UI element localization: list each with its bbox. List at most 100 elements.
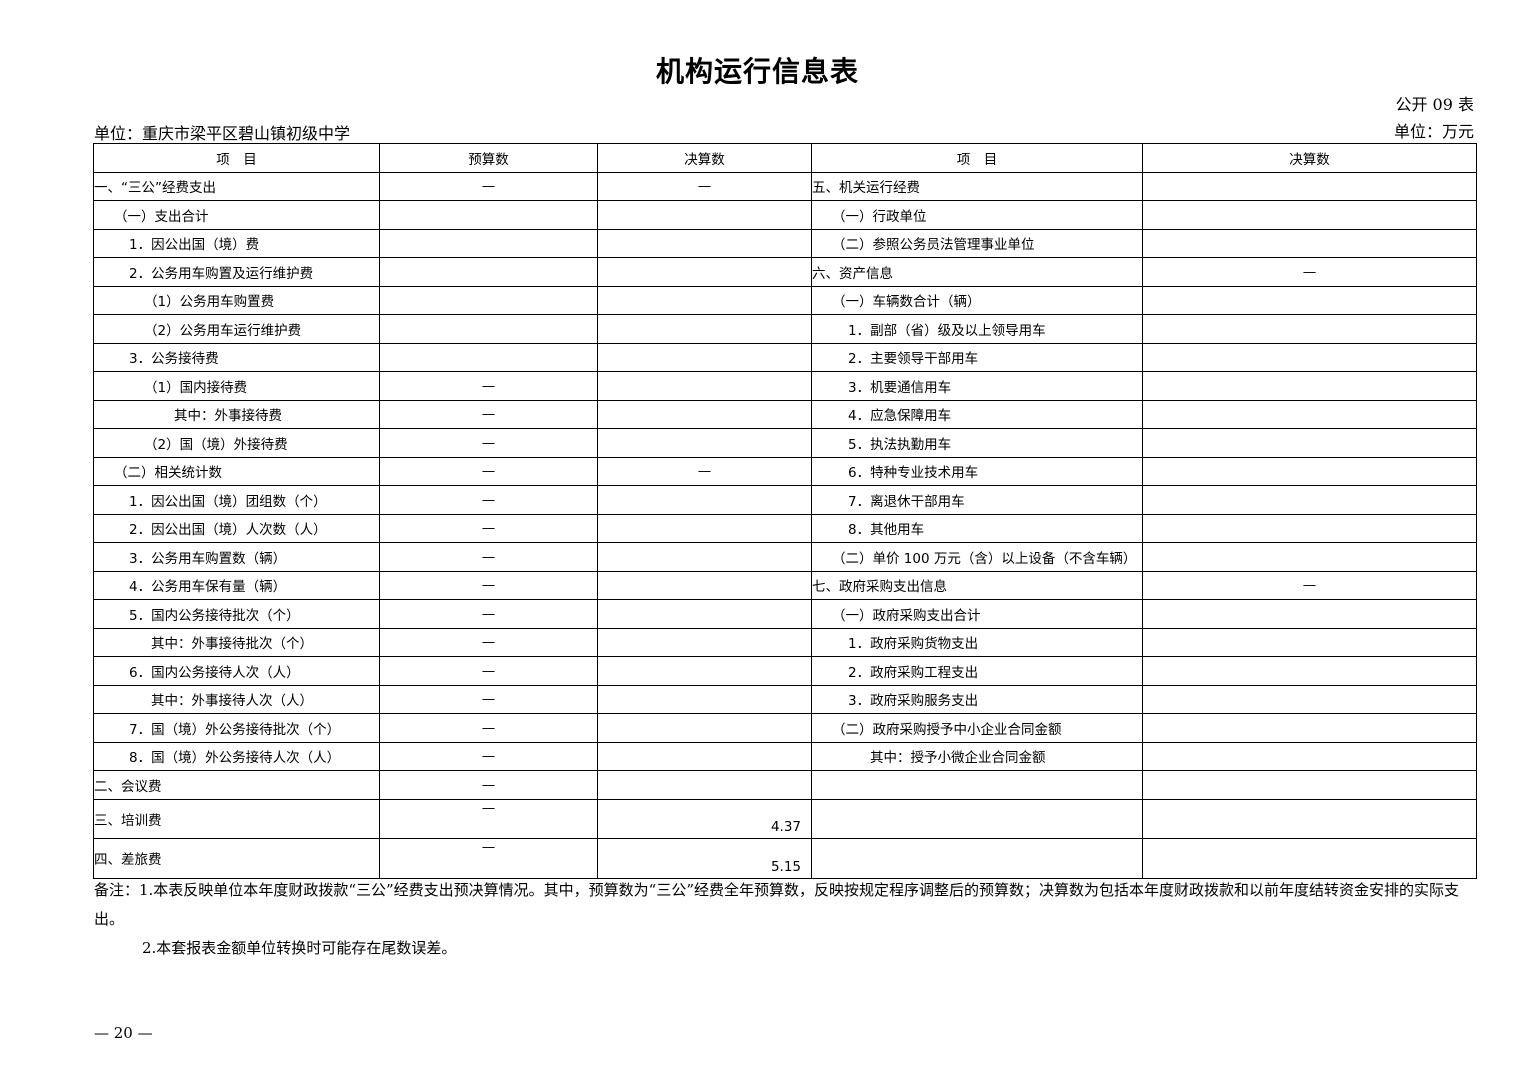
final-value xyxy=(597,399,812,429)
final-value xyxy=(1142,627,1477,657)
item-label: （2）国（境）外接待费 xyxy=(93,428,380,458)
empty-cell xyxy=(811,838,1143,879)
budget-value: — xyxy=(379,798,598,839)
table-row: 3．公务用车购置数（辆） — （二）单价 100 万元（含）以上设备（不含车辆） xyxy=(93,542,1477,572)
item-label: 2．主要领导干部用车 xyxy=(811,342,1143,372)
budget-value: — xyxy=(379,456,598,486)
item-label: （一）支出合计 xyxy=(93,200,380,230)
final-value xyxy=(597,684,812,714)
final-value xyxy=(1142,314,1477,344)
item-label: 5．执法执勤用车 xyxy=(811,428,1143,458)
final-value: — xyxy=(597,456,812,486)
item-label: （2）公务用车运行维护费 xyxy=(93,314,380,344)
table-row: 1．因公出国（境）费 （二）参照公务员法管理事业单位 xyxy=(93,228,1477,258)
empty-cell xyxy=(811,770,1143,800)
budget-value: — xyxy=(379,599,598,629)
table-row: 其中：外事接待人次（人） — 3．政府采购服务支出 xyxy=(93,684,1477,714)
final-value xyxy=(1142,713,1477,743)
item-label: 七、政府采购支出信息 xyxy=(811,570,1143,600)
item-label: 7．离退休干部用车 xyxy=(811,485,1143,515)
empty-cell xyxy=(811,798,1143,839)
table-row: （二）相关统计数 — —6．特种专业技术用车 xyxy=(93,456,1477,486)
final-value xyxy=(1142,399,1477,429)
final-value xyxy=(597,599,812,629)
item-label: 3．公务接待费 xyxy=(93,342,380,372)
table-row: 2．因公出国（境）人次数（人） — 8．其他用车 xyxy=(93,513,1477,543)
item-label: （二）政府采购授予中小企业合同金额 xyxy=(811,713,1143,743)
table-row: （2）公务用车运行维护费 1．副部（省）级及以上领导用车 xyxy=(93,314,1477,344)
budget-value: — xyxy=(379,838,598,879)
final-value: 5.15 xyxy=(597,838,812,879)
item-label: 其中：授予小微企业合同金额 xyxy=(811,741,1143,771)
final-value xyxy=(597,342,812,372)
final-value xyxy=(597,713,812,743)
budget-value xyxy=(379,228,598,258)
budget-value xyxy=(379,200,598,230)
final-value xyxy=(597,656,812,686)
item-label: 3．政府采购服务支出 xyxy=(811,684,1143,714)
final-value xyxy=(597,200,812,230)
table-row: 其中：外事接待批次（个） — 1．政府采购货物支出 xyxy=(93,627,1477,657)
final-value xyxy=(1142,656,1477,686)
final-value xyxy=(597,513,812,543)
final-value xyxy=(1142,741,1477,771)
item-label: 其中：外事接待费 xyxy=(93,399,380,429)
budget-value: — xyxy=(379,741,598,771)
item-label: 四、差旅费 xyxy=(93,838,380,879)
budget-value: — xyxy=(379,627,598,657)
table-row: （一）支出合计 （一）行政单位 xyxy=(93,200,1477,230)
budget-value: — xyxy=(379,542,598,572)
final-value xyxy=(597,741,812,771)
item-label: （二）参照公务员法管理事业单位 xyxy=(811,228,1143,258)
final-value: — xyxy=(597,171,812,201)
item-label: （一）政府采购支出合计 xyxy=(811,599,1143,629)
item-label: 六、资产信息 xyxy=(811,257,1143,287)
table-row: 一、“三公”经费支出 — — 五、机关运行经费 xyxy=(93,171,1477,201)
final-value xyxy=(597,485,812,515)
item-label: 8．其他用车 xyxy=(811,513,1143,543)
final-value xyxy=(1142,228,1477,258)
final-value xyxy=(597,542,812,572)
budget-value xyxy=(379,314,598,344)
header-item-left: 项 目 xyxy=(93,143,380,173)
item-label: （一）行政单位 xyxy=(811,200,1143,230)
item-label: 1．政府采购货物支出 xyxy=(811,627,1143,657)
final-value xyxy=(1142,485,1477,515)
final-value xyxy=(1142,171,1477,201)
table-row: （1）公务用车购置费 （一）车辆数合计（辆） xyxy=(93,285,1477,315)
item-label: （1）公务用车购置费 xyxy=(93,285,380,315)
empty-cell xyxy=(1142,770,1477,800)
final-value xyxy=(1142,542,1477,572)
item-label: （1）国内接待费 xyxy=(93,371,380,401)
budget-value: — xyxy=(379,399,598,429)
note-2: 2.本套报表金额单位转换时可能存在尾数误差。 xyxy=(142,939,457,957)
table-row: 3．公务接待费 2．主要领导干部用车 xyxy=(93,342,1477,372)
budget-value: — xyxy=(379,713,598,743)
item-label: 2．公务用车购置及运行维护费 xyxy=(93,257,380,287)
final-value xyxy=(1142,371,1477,401)
budget-value: — xyxy=(379,513,598,543)
final-value xyxy=(597,428,812,458)
item-label: 7．国（境）外公务接待批次（个） xyxy=(93,713,380,743)
page-number: — 20 — xyxy=(94,1024,153,1042)
table-row: 四、差旅费 —5.15 xyxy=(93,838,1477,879)
budget-value: — xyxy=(379,770,598,800)
final-value xyxy=(1142,456,1477,486)
table-row: 其中：外事接待费 — 4．应急保障用车 xyxy=(93,399,1477,429)
currency-unit: 单位：万元 xyxy=(1393,122,1474,141)
item-label: 三、培训费 xyxy=(93,798,380,839)
item-label: 8．国（境）外公务接待人次（人） xyxy=(93,741,380,771)
table-code: 公开 09 表 xyxy=(1395,95,1474,114)
item-label: 6．国内公务接待人次（人） xyxy=(93,656,380,686)
item-label: 其中：外事接待批次（个） xyxy=(93,627,380,657)
final-value xyxy=(1142,684,1477,714)
item-label: 其中：外事接待人次（人） xyxy=(93,684,380,714)
institution-operation-table: 项 目 预算数 决算数 项 目 决算数 一、“三公”经费支出 — — 五、机关运行经费… xyxy=(93,143,1477,879)
header-item-right: 项 目 xyxy=(811,143,1143,173)
final-value xyxy=(597,285,812,315)
table-header-row: 项 目 预算数 决算数 项 目 决算数 xyxy=(93,143,1477,173)
final-value xyxy=(1142,599,1477,629)
header-budget: 预算数 xyxy=(379,143,598,173)
item-label: 3．公务用车购置数（辆） xyxy=(93,542,380,572)
final-value xyxy=(597,228,812,258)
